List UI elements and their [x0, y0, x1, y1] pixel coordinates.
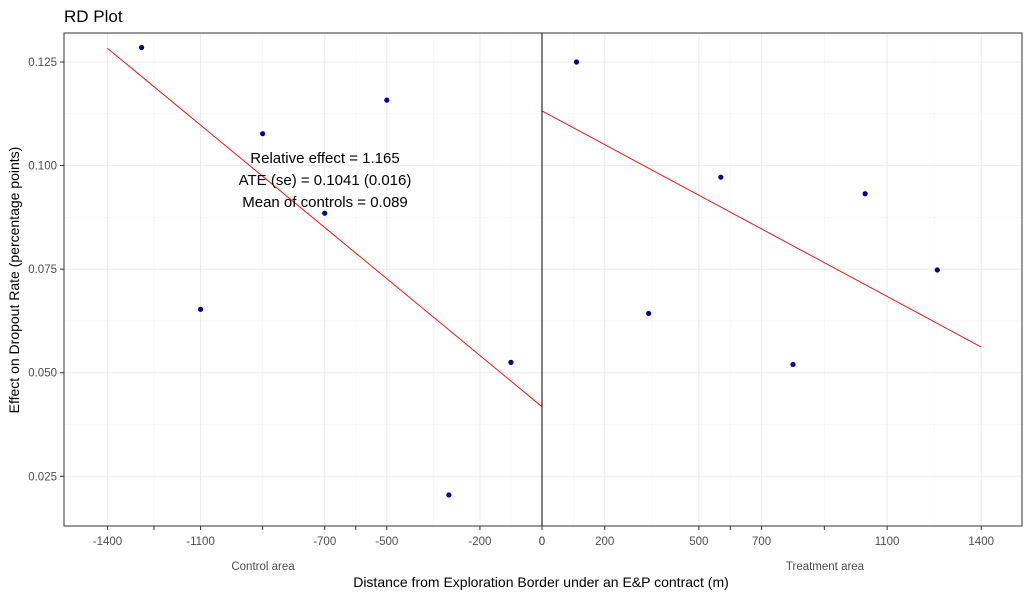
x-tick-label: 1400: [968, 536, 994, 548]
control-data-point: [197, 306, 204, 312]
axes: 0.025 0.050 0.075 0.100 0.125 -1400 -1100 -700 -…: [28, 32, 1023, 548]
control-data-point: [260, 131, 266, 137]
x-tick-label: 200: [595, 536, 614, 548]
y-tick-label: 0.025: [28, 471, 57, 483]
x-tick-label: 0: [539, 536, 545, 548]
annotation-ate: ATE (se) = 0.1041 (0.016): [239, 172, 412, 189]
treatment-data-point: [790, 361, 796, 368]
data-points: [138, 44, 940, 498]
fit-lines: [107, 47, 982, 408]
treatment-data-point: [862, 191, 868, 197]
panel-border: [63, 32, 1023, 527]
control-data-point: [446, 492, 452, 498]
x-tick-label: -1100: [186, 536, 215, 548]
treatment-fit-line: [541, 110, 982, 348]
x-tick-label: -200: [468, 536, 491, 548]
treatment-data-point: [646, 310, 652, 317]
annotation-relative-effect: Relative effect = 1.165: [250, 150, 399, 167]
x-tick-label: -500: [375, 536, 398, 548]
chart-title: RD Plot: [64, 7, 123, 26]
treatment-data-point: [718, 174, 724, 180]
control-area-label: Control area: [231, 561, 295, 573]
treatment-data-point: [573, 59, 580, 65]
x-tick-label: 500: [689, 536, 708, 548]
y-tick-label: 0.050: [28, 368, 57, 380]
grid: [64, 33, 1022, 526]
x-tick-label: 1100: [875, 536, 900, 548]
x-tick-label: -700: [313, 536, 336, 548]
x-tick-label: 0: [539, 536, 545, 548]
y-tick-label: 0.075: [28, 264, 57, 276]
control-data-point: [322, 210, 328, 216]
control-data-point: [384, 97, 390, 103]
y-tick-label: 0.125: [28, 57, 57, 69]
treatment-data-point: [934, 267, 940, 273]
y-axis-title: Effect on Dropout Rate (percentage point…: [6, 147, 22, 414]
control-fit-line: [107, 47, 543, 408]
treatment-area-label: Treatment area: [786, 561, 865, 573]
x-tick-label: -1400: [93, 536, 122, 548]
x-tick-label: 700: [752, 536, 771, 548]
y-tick-label: 0.100: [28, 161, 57, 173]
control-data-point: [138, 44, 145, 51]
x-axis-title: Distance from Exploration Border under a…: [353, 574, 729, 590]
control-data-point: [508, 359, 514, 365]
annotation-mean-controls: Mean of controls = 0.089: [242, 194, 408, 211]
